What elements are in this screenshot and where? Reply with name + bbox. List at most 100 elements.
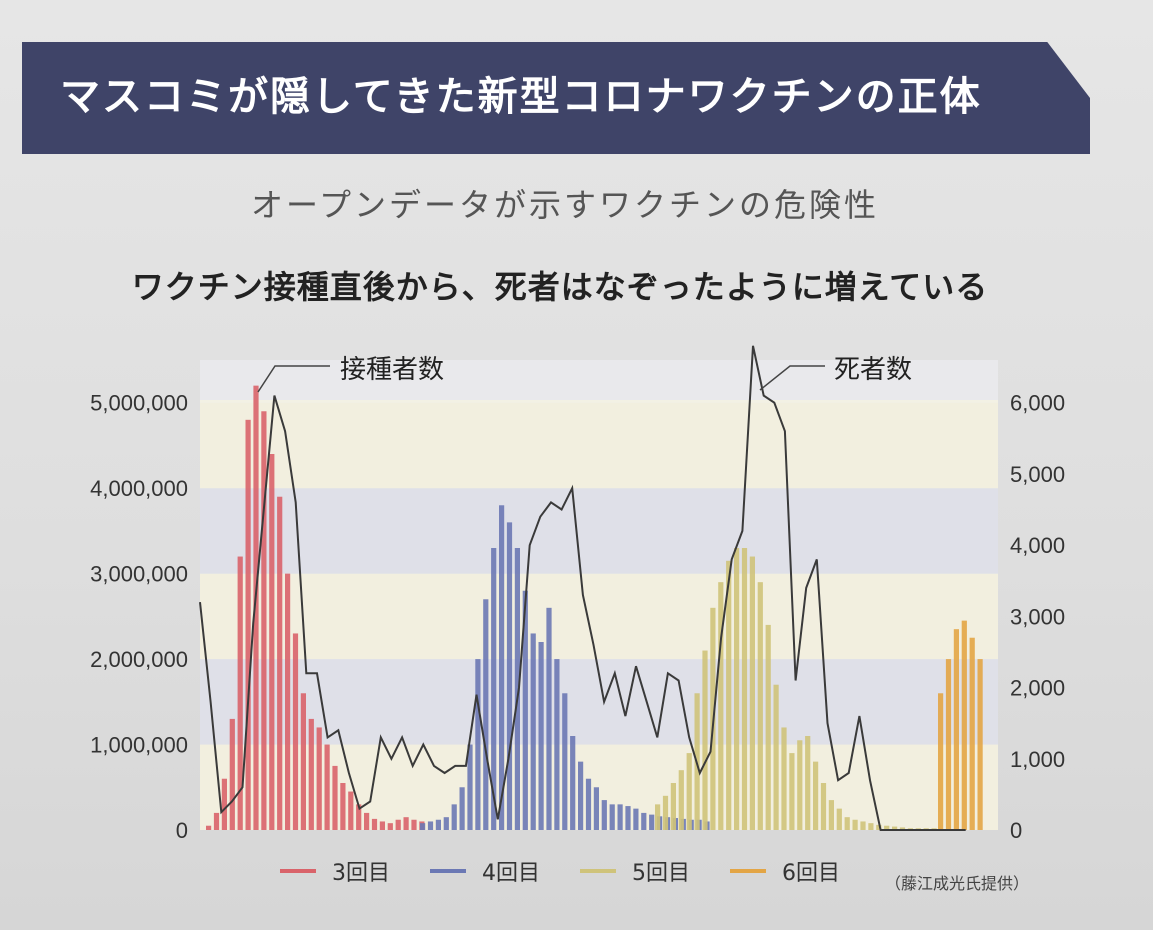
bar-dose5 — [718, 582, 724, 830]
bar-dose3 — [324, 744, 330, 830]
y-left-tick-label: 1,000,000 — [90, 733, 188, 758]
legend-label-dose6: 6回目 — [782, 861, 840, 886]
bar-dose4 — [641, 812, 647, 830]
y-left-tick-label: 2,000,000 — [90, 647, 188, 672]
bar-dose5 — [670, 783, 676, 830]
bar-dose4 — [649, 814, 655, 830]
y-right-tick-label: 3,000 — [1010, 604, 1065, 629]
bar-dose3 — [213, 812, 220, 830]
bar-dose5 — [805, 736, 811, 830]
bar-dose3 — [340, 783, 346, 830]
bar-dose5 — [868, 823, 874, 830]
bar-dose5 — [726, 560, 732, 830]
chart-subtitle: オープンデータが示すワクチンの危険性 — [250, 186, 880, 224]
bar-dose3 — [356, 804, 362, 830]
bar-dose4 — [538, 642, 544, 830]
bar-dose4 — [506, 522, 513, 830]
bar-dose4 — [522, 590, 528, 830]
legend-swatch-dose6 — [730, 869, 766, 873]
legend-item-dose4: 4回目 — [430, 856, 580, 886]
bar-dose3 — [300, 693, 306, 830]
bar-dose3 — [364, 812, 370, 830]
bar-dose3 — [332, 765, 338, 830]
bar-dose6 — [961, 620, 967, 830]
bar-dose6 — [969, 637, 975, 830]
bar-dose5 — [813, 761, 819, 830]
bar-dose4 — [562, 693, 568, 830]
y-right-tick-label: 5,000 — [1010, 462, 1065, 487]
bar-dose4 — [427, 821, 434, 830]
y-right-tick-label: 4,000 — [1010, 533, 1065, 558]
bar-dose4 — [451, 804, 457, 830]
bar-dose5 — [860, 821, 866, 830]
bar-dose3 — [269, 454, 275, 830]
bar-dose3 — [221, 778, 227, 830]
bar-dose5 — [741, 548, 748, 830]
bar-dose3 — [292, 633, 299, 830]
bar-dose5 — [876, 824, 882, 830]
bar-dose5 — [844, 817, 850, 830]
bar-dose3 — [411, 819, 417, 830]
bar-dose3 — [308, 718, 314, 830]
bar-dose4 — [420, 823, 426, 830]
legend-label-dose5: 5回目 — [632, 861, 690, 886]
annotation-leader-deaths — [759, 365, 825, 391]
bar-dose3 — [395, 819, 401, 830]
bar-dose6 — [938, 693, 944, 830]
bar-dose5 — [789, 753, 795, 830]
bar-dose5 — [702, 650, 708, 830]
y-right-tick-label: 0 — [1010, 818, 1022, 843]
gridband — [200, 573, 998, 660]
legend-label-dose4: 4回目 — [482, 861, 540, 886]
vaccination-deaths-chart: 0 1,000,000 2,000,000 3,000,000 4,000,000 5,0… — [90, 345, 1065, 843]
bar-dose5 — [765, 624, 771, 830]
bar-dose5 — [773, 684, 779, 830]
bar-dose4 — [570, 736, 576, 830]
bar-dose5 — [678, 770, 684, 830]
y-left-tick-label: 5,000,000 — [90, 391, 188, 416]
annotation-leader-vaccinations — [257, 365, 330, 393]
bar-dose4 — [459, 787, 465, 830]
bar-dose3 — [285, 573, 291, 830]
legend-swatch-dose4 — [430, 869, 466, 873]
bar-dose4 — [546, 607, 552, 830]
bar-dose4 — [475, 659, 481, 830]
bar-dose5 — [828, 800, 834, 830]
bar-dose5 — [899, 827, 906, 830]
bar-dose6 — [945, 659, 952, 830]
bar-dose3 — [245, 419, 251, 830]
legend-swatch-dose5 — [580, 869, 616, 873]
bar-dose4 — [554, 659, 560, 830]
bar-dose3 — [316, 727, 322, 830]
bar-dose5 — [781, 727, 787, 830]
bar-dose4 — [578, 761, 584, 830]
legend-item-dose3: 3回目 — [280, 856, 430, 886]
bar-dose4 — [530, 633, 536, 830]
annotation-vaccinations: 接種者数 — [340, 355, 444, 385]
title-banner — [22, 42, 1090, 154]
bar-dose5 — [852, 819, 858, 830]
bar-dose3 — [229, 718, 235, 830]
bar-dose4 — [585, 778, 592, 830]
bar-dose3 — [348, 791, 354, 830]
bar-dose4 — [617, 804, 623, 830]
bar-dose4 — [625, 806, 631, 830]
source-credit: （藤江成光氏提供） — [885, 874, 1030, 893]
y-right-tick-label: 1,000 — [1010, 747, 1065, 772]
bar-dose4 — [443, 817, 449, 830]
bar-dose3 — [237, 556, 243, 830]
bar-dose3 — [403, 817, 409, 830]
bar-dose5 — [662, 795, 669, 830]
y-left-tick-label: 0 — [176, 818, 188, 843]
bar-dose5 — [655, 804, 661, 830]
bar-dose3 — [261, 411, 267, 830]
bar-dose4 — [633, 808, 639, 830]
bar-dose6 — [953, 629, 959, 830]
bar-dose6 — [977, 659, 983, 830]
page-title: マスコミが隠してきた新型コロナワクチンの正体 — [60, 74, 982, 120]
deaths-line — [199, 345, 966, 831]
bar-dose5 — [749, 556, 755, 830]
bar-dose4 — [514, 548, 520, 830]
bar-dose3 — [253, 385, 259, 830]
bar-dose4 — [601, 800, 607, 830]
